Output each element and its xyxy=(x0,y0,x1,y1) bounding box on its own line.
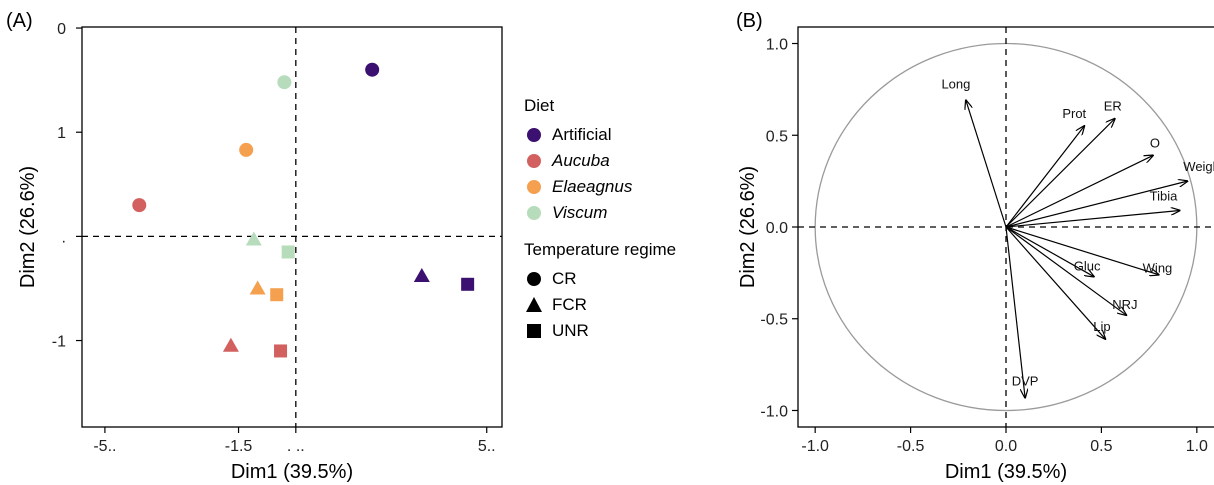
legend-key-circle xyxy=(527,272,541,286)
x-tick-label-b: 0.0 xyxy=(995,438,1017,455)
x-tick-label-b: 1.0 xyxy=(1186,438,1208,455)
legend-item-cr: CR xyxy=(524,266,676,292)
vector-long xyxy=(966,100,1007,228)
legend-label-fcr: FCR xyxy=(552,295,587,314)
x-axis-label-a: Dim1 (39.5%) xyxy=(231,461,353,483)
point-aucuba-cr xyxy=(132,198,147,213)
x-tick-label-a: -1.5 xyxy=(225,438,253,455)
y-tick-label-b: 0.5 xyxy=(766,128,788,145)
legend-label-elaeagnus: Elaeagnus xyxy=(552,177,633,196)
legend-key-square xyxy=(527,324,541,338)
vector-label-dvp: DVP xyxy=(1012,374,1039,389)
vector-prot xyxy=(1005,126,1084,228)
vector-lip xyxy=(1005,226,1105,339)
vector-label-wing: Wing xyxy=(1143,261,1173,276)
legend-label-unr: UNR xyxy=(552,321,589,340)
x-tick-label-b: -1.0 xyxy=(801,438,829,455)
y-axis-label-a: Dim2 (26.6%) xyxy=(17,166,39,288)
legend-label-cr: CR xyxy=(552,269,577,288)
legend-key-triangle xyxy=(526,297,542,312)
vector-nrj xyxy=(1005,226,1126,315)
y-tick-label-b: -1.0 xyxy=(760,403,788,420)
x-axis-label-b: Dim1 (39.5%) xyxy=(945,461,1067,483)
legend-key-aucuba xyxy=(527,154,541,168)
point-artificial-fcr xyxy=(413,267,430,282)
legend-key-viscum xyxy=(527,206,541,220)
y-tick-label-b: 0.0 xyxy=(766,220,788,237)
vector-label-prot: Prot xyxy=(1062,106,1086,121)
y-tick-label-a: 0 xyxy=(57,21,66,38)
x-tick-label-a: -5.. xyxy=(93,438,116,455)
y-tick-label-b: 1.0 xyxy=(766,37,788,54)
vector-label-weight: Weight xyxy=(1183,159,1214,174)
legend-item-artificial: Artificial xyxy=(524,122,676,148)
point-viscum-fcr xyxy=(245,231,262,246)
vector-label-tibia: Tibia xyxy=(1150,188,1178,203)
vector-tibia xyxy=(1005,210,1180,228)
vector-label-lip: Lip xyxy=(1093,319,1110,334)
legend-label-viscum: Viscum xyxy=(552,203,608,222)
y-tick-label-a: 1 xyxy=(57,125,66,142)
legend-regime-title: Temperature regime xyxy=(524,240,677,259)
panel-label-b: (B) xyxy=(736,10,763,32)
legend-key-elaeagnus xyxy=(527,180,541,194)
legend-item-fcr: FCR xyxy=(524,292,676,318)
x-tick-label-b: -0.5 xyxy=(897,438,925,455)
legend-label-aucuba: Aucuba xyxy=(552,151,610,170)
vector-label-er: ER xyxy=(1104,99,1122,114)
score-plot: -5.. -1.5 . .. 5.. 0 1. -1 Dim1 (39.5%) Dim2 (26… xyxy=(17,21,503,483)
point-viscum-unr xyxy=(281,245,295,259)
y-tick-label-b: -0.5 xyxy=(760,312,788,329)
vector-er xyxy=(1005,119,1115,228)
legend-item-unr: UNR xyxy=(524,318,676,344)
x-tick-label-a: 5.. xyxy=(478,438,496,455)
vector-label-gluc: Gluc xyxy=(1074,259,1101,274)
vector-dvp xyxy=(1005,226,1025,398)
point-aucuba-fcr xyxy=(222,337,239,352)
point-artificial-cr xyxy=(365,62,380,77)
point-artificial-unr xyxy=(461,277,475,291)
point-viscum-cr xyxy=(277,75,292,90)
correlation-circle-plot: -1.0 -0.5 0.0 0.5 1.0 -1.0 -0.5 0.0 0.5 1.0 Dim1 (… xyxy=(737,26,1214,483)
vector-gluc xyxy=(1005,226,1094,277)
legend-diet-title: Diet xyxy=(524,96,555,115)
vector-label-o: O xyxy=(1150,135,1160,150)
point-elaeagnus-fcr xyxy=(249,280,266,295)
vector-o xyxy=(1005,155,1153,228)
vector-weight xyxy=(1005,181,1187,228)
point-elaeagnus-cr xyxy=(239,142,254,157)
legend-label-artificial: Artificial xyxy=(552,125,612,144)
y-axis-label-b: Dim2 (26.6%) xyxy=(737,166,759,288)
vector-label-long: Long xyxy=(941,76,970,91)
vector-wing xyxy=(1005,226,1159,275)
panel-label-a: (A) xyxy=(6,10,33,32)
point-aucuba-unr xyxy=(274,344,288,358)
vector-label-nrj: NRJ xyxy=(1112,297,1137,312)
legend-item-viscum: Viscum xyxy=(524,200,676,226)
point-elaeagnus-unr xyxy=(270,288,284,302)
x-tick-label-b: 0.5 xyxy=(1090,438,1112,455)
y-tick-label-a: -1 xyxy=(52,334,66,351)
legend-key-artificial xyxy=(527,128,541,142)
plot-frame-a xyxy=(81,26,503,428)
y-tick-label-a: . xyxy=(62,229,66,246)
legend-item-elaeagnus: Elaeagnus xyxy=(524,174,676,200)
x-tick-label-a: . .. xyxy=(287,438,305,455)
legend-item-aucuba: Aucuba xyxy=(524,148,676,174)
legend: Diet Artificial Aucuba Elaeagnus Viscum … xyxy=(524,96,676,344)
